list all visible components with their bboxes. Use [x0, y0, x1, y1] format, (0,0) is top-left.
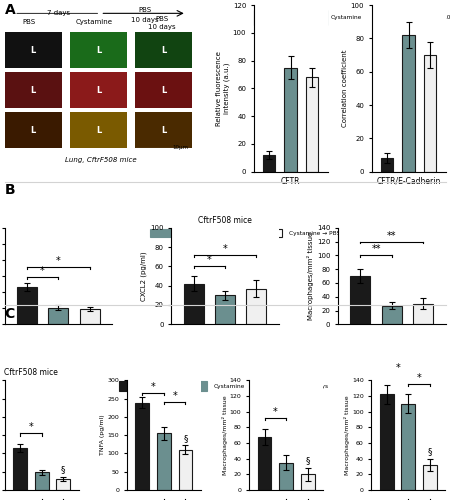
Text: PBS: PBS	[144, 384, 155, 389]
Text: PBS: PBS	[138, 6, 151, 12]
Y-axis label: TNFA (pg/ml): TNFA (pg/ml)	[100, 415, 105, 456]
Y-axis label: Macrophages/mm² tissue: Macrophages/mm² tissue	[307, 232, 314, 320]
Text: → PBS 10 days: → PBS 10 days	[284, 384, 328, 389]
Bar	[306, 78, 318, 172]
Text: L: L	[31, 86, 36, 94]
Text: *: *	[417, 373, 422, 383]
Text: B: B	[4, 182, 15, 196]
Text: Cystamine → PBS 10 days: Cystamine → PBS 10 days	[390, 15, 450, 20]
Text: §: §	[183, 434, 188, 442]
Bar	[284, 68, 297, 172]
Text: A: A	[4, 2, 15, 16]
Bar	[413, 304, 433, 324]
Text: 7 days: 7 days	[47, 10, 70, 16]
Text: PBS: PBS	[55, 230, 67, 235]
Y-axis label: Macrophages/mm² tissue: Macrophages/mm² tissue	[221, 396, 228, 475]
Bar	[423, 465, 437, 490]
Text: L: L	[161, 126, 166, 134]
Text: Cystamine: Cystamine	[214, 384, 245, 389]
Text: §: §	[61, 465, 65, 474]
Y-axis label: CXCL2 (pg/ml): CXCL2 (pg/ml)	[141, 251, 147, 301]
Bar	[35, 472, 49, 490]
Text: PBS: PBS	[23, 19, 36, 25]
Bar	[190, 382, 207, 391]
Bar	[350, 276, 370, 324]
Text: 10 days: 10 days	[148, 24, 176, 30]
Bar	[260, 228, 282, 237]
Y-axis label: Relative fluorescence
intensity (a.u.): Relative fluorescence intensity (a.u.)	[216, 51, 230, 126]
Text: L: L	[96, 126, 101, 134]
Bar	[257, 436, 271, 490]
Bar	[382, 306, 402, 324]
Bar	[402, 35, 415, 172]
Text: CftrF508 mice: CftrF508 mice	[198, 216, 252, 225]
Text: 10μm: 10μm	[172, 145, 189, 150]
Bar	[424, 55, 436, 172]
Text: *: *	[40, 266, 45, 276]
Text: PBS: PBS	[267, 15, 279, 20]
Text: Cystamine: Cystamine	[76, 19, 113, 25]
Bar	[260, 382, 278, 391]
Bar	[13, 448, 27, 490]
Bar	[380, 394, 394, 490]
Bar	[157, 434, 171, 490]
Text: Cystamine: Cystamine	[330, 15, 362, 20]
Text: 10 days: 10 days	[130, 16, 158, 22]
Bar	[184, 284, 204, 325]
Text: Cystamine: Cystamine	[179, 230, 210, 235]
Text: L: L	[161, 46, 166, 54]
Bar	[215, 296, 235, 324]
Text: *: *	[207, 256, 211, 266]
Text: *: *	[395, 363, 400, 373]
Bar	[381, 158, 393, 172]
Text: *: *	[273, 407, 278, 417]
Bar	[150, 228, 172, 237]
Text: L: L	[31, 126, 36, 134]
Bar	[119, 382, 137, 391]
Bar	[135, 403, 149, 490]
Bar	[27, 228, 49, 237]
Y-axis label: Correlation coefficient: Correlation coefficient	[342, 50, 348, 127]
Bar	[317, 10, 327, 25]
Bar	[80, 309, 100, 324]
Text: Cystamine → PBS 10 days: Cystamine → PBS 10 days	[289, 230, 365, 235]
Bar	[246, 288, 266, 324]
Text: *: *	[56, 256, 61, 266]
Text: *: *	[151, 382, 155, 392]
Bar	[254, 10, 263, 25]
Text: *: *	[28, 422, 33, 432]
Bar	[17, 288, 37, 325]
Text: **: **	[371, 244, 381, 254]
Text: **: **	[387, 230, 396, 240]
Bar	[401, 404, 415, 490]
Bar	[301, 474, 315, 490]
Bar	[56, 479, 70, 490]
Text: CftrF508 mice: CftrF508 mice	[323, 0, 377, 2]
Text: §: §	[428, 447, 432, 456]
Bar	[263, 155, 275, 172]
Text: L: L	[96, 86, 101, 94]
Bar	[377, 10, 386, 25]
Text: Lung, CftrF508 mice: Lung, CftrF508 mice	[64, 158, 136, 164]
Text: §: §	[306, 456, 310, 466]
Text: L: L	[161, 86, 166, 94]
Text: L: L	[31, 46, 36, 54]
Text: L: L	[96, 46, 101, 54]
Text: *: *	[172, 391, 177, 401]
Text: CftrF508 mice: CftrF508 mice	[4, 368, 59, 377]
Bar	[48, 308, 68, 324]
Text: PBS: PBS	[155, 16, 168, 22]
Text: *: *	[223, 244, 227, 254]
Bar	[279, 462, 293, 490]
Bar	[179, 450, 193, 490]
Text: C: C	[4, 308, 15, 322]
Y-axis label: Macrophages/mm² tissue: Macrophages/mm² tissue	[344, 396, 350, 475]
